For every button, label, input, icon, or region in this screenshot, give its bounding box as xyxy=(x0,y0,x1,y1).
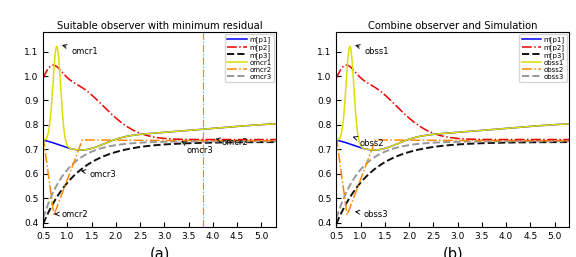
Text: obss2: obss2 xyxy=(354,136,384,148)
Text: omcr2: omcr2 xyxy=(216,138,248,147)
Legend: m[p1], m[p2], m[p3], omcr1, omcr2, omcr3: m[p1], m[p2], m[p3], omcr1, omcr2, omcr3 xyxy=(225,34,274,82)
Legend: m[p1], m[p2], m[p3], obss1, obss2, obss3: m[p1], m[p2], m[p3], obss1, obss2, obss3 xyxy=(519,34,567,82)
Text: obss1: obss1 xyxy=(356,45,389,56)
X-axis label: (a): (a) xyxy=(149,247,170,257)
Text: omcr1: omcr1 xyxy=(63,44,98,56)
Text: omcr3: omcr3 xyxy=(182,142,213,155)
X-axis label: (b): (b) xyxy=(442,247,463,257)
Text: omcr2: omcr2 xyxy=(55,209,88,218)
Title: Suitable observer with minimum residual: Suitable observer with minimum residual xyxy=(56,21,262,31)
Text: omcr3: omcr3 xyxy=(82,170,116,179)
Text: obss3: obss3 xyxy=(356,209,388,218)
Title: Combine observer and Simulation: Combine observer and Simulation xyxy=(368,21,537,31)
